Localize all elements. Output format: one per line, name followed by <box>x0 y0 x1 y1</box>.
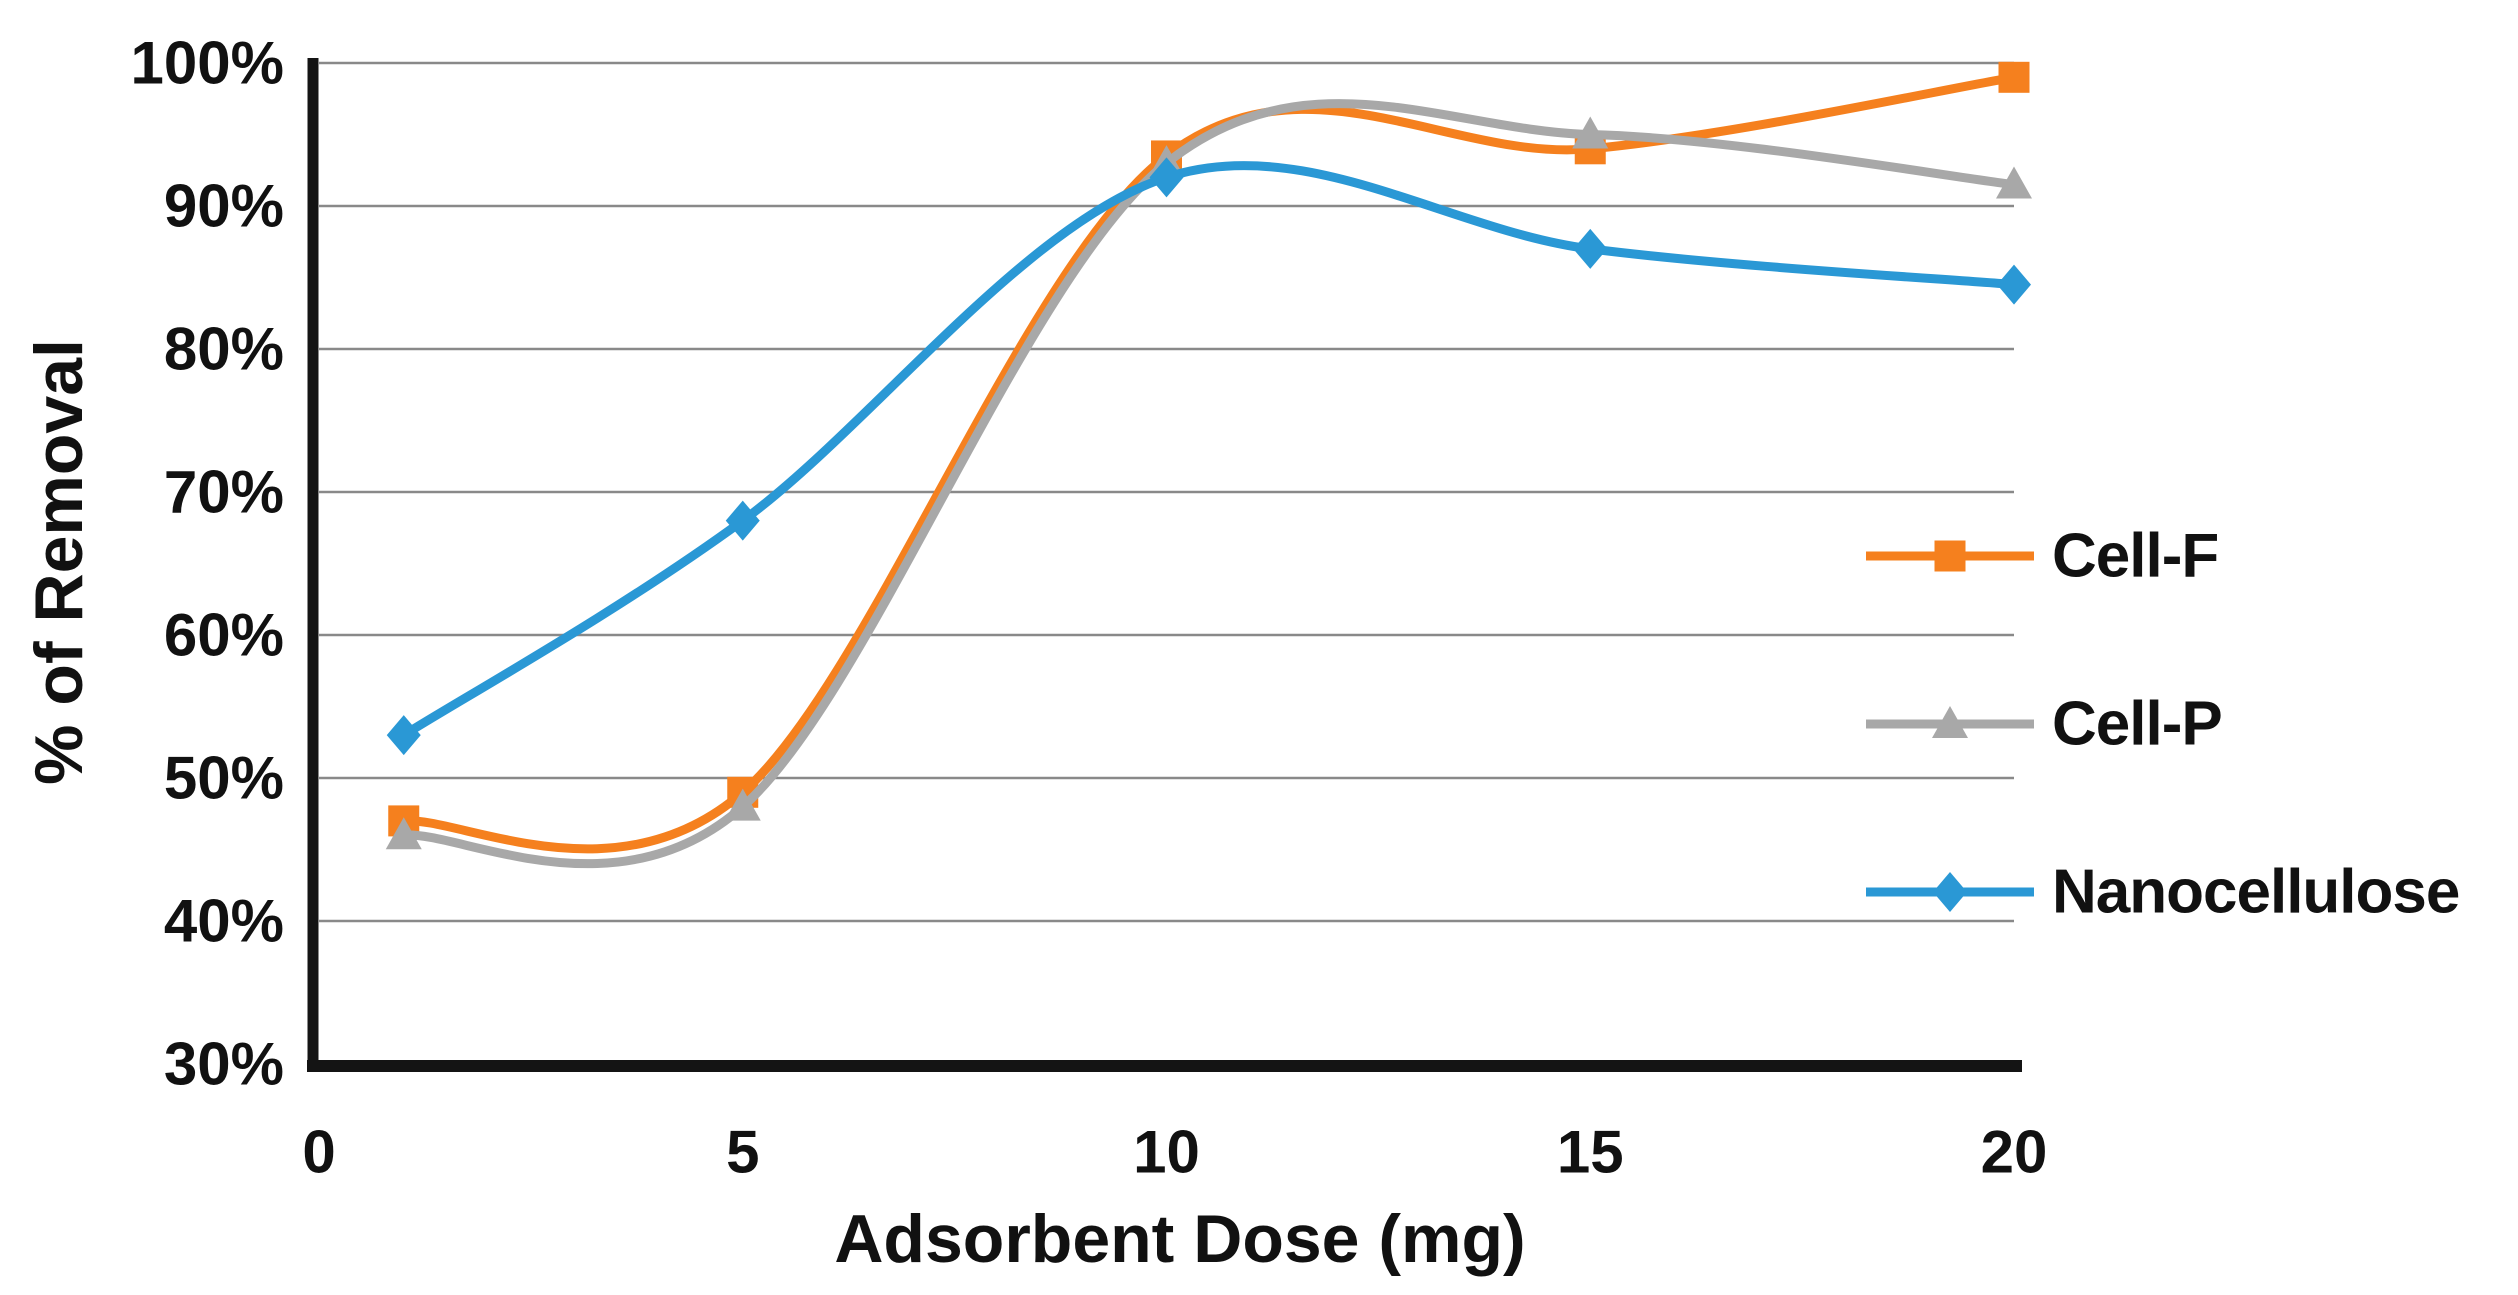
y-tick-label: 60% <box>164 602 284 669</box>
series-marker-nanocellulose <box>386 715 421 756</box>
series-marker-cell-f <box>1998 61 2030 93</box>
series-marker-cell-p <box>1996 166 2032 199</box>
y-tick-label: 80% <box>164 316 284 383</box>
series-marker-cell-p <box>724 788 761 821</box>
y-tick-label: 90% <box>164 173 284 240</box>
series-marker-nanocellulose <box>1997 264 2031 305</box>
x-tick-label: 0 <box>302 1119 335 1186</box>
y-tick-label: 70% <box>164 459 284 526</box>
series-group <box>385 61 2032 869</box>
x-axis-tick-labels: 0 5 10 15 20 <box>302 1119 2047 1186</box>
x-tick-label: 20 <box>1981 1119 2048 1186</box>
x-tick-label: 10 <box>1133 1119 1200 1186</box>
series-curve-nanocellulose <box>399 161 2019 740</box>
legend-swatch-diamond-icon <box>1933 872 1967 912</box>
series-marker-nanocellulose <box>725 500 760 541</box>
legend-label-cell-p: Cell-P <box>2052 690 2222 759</box>
gridlines <box>319 61 2014 923</box>
legend-item-nanocellulose: Nanocellulose <box>1866 858 2460 927</box>
legend: Cell-F Cell-P Nanocellulose <box>1866 522 2460 927</box>
y-tick-label: 100% <box>131 30 284 97</box>
legend-item-cell-p: Cell-P <box>1866 690 2223 759</box>
y-axis-title: % of Removal <box>21 339 97 785</box>
series-marker-nanocellulose <box>1573 228 1608 269</box>
y-axis-tick-labels: 100% 90% 80% 70% 60% 50% 40% 30% <box>131 30 284 1098</box>
x-tick-label: 5 <box>726 1119 759 1186</box>
x-axis-title: Adsorbent Dose (mg) <box>834 1201 1525 1277</box>
y-tick-label: 30% <box>164 1031 284 1098</box>
legend-label-nanocellulose: Nanocellulose <box>2052 858 2459 927</box>
legend-label-cell-f: Cell-F <box>2052 522 2218 591</box>
y-tick-label: 50% <box>164 745 284 812</box>
series-curve-cell-p <box>399 99 2019 869</box>
legend-swatch-square-icon <box>1934 540 1966 572</box>
series-marker-nanocellulose <box>1149 157 1184 198</box>
series-curve-cell-f <box>399 72 2019 854</box>
series-marker-cell-p <box>1572 116 1609 149</box>
legend-swatch-triangle-icon <box>1932 706 1968 738</box>
x-tick-label: 15 <box>1557 1119 1624 1186</box>
series-marker-cell-p <box>385 817 422 850</box>
y-tick-label: 40% <box>164 888 284 955</box>
legend-item-cell-f: Cell-F <box>1866 522 2219 591</box>
